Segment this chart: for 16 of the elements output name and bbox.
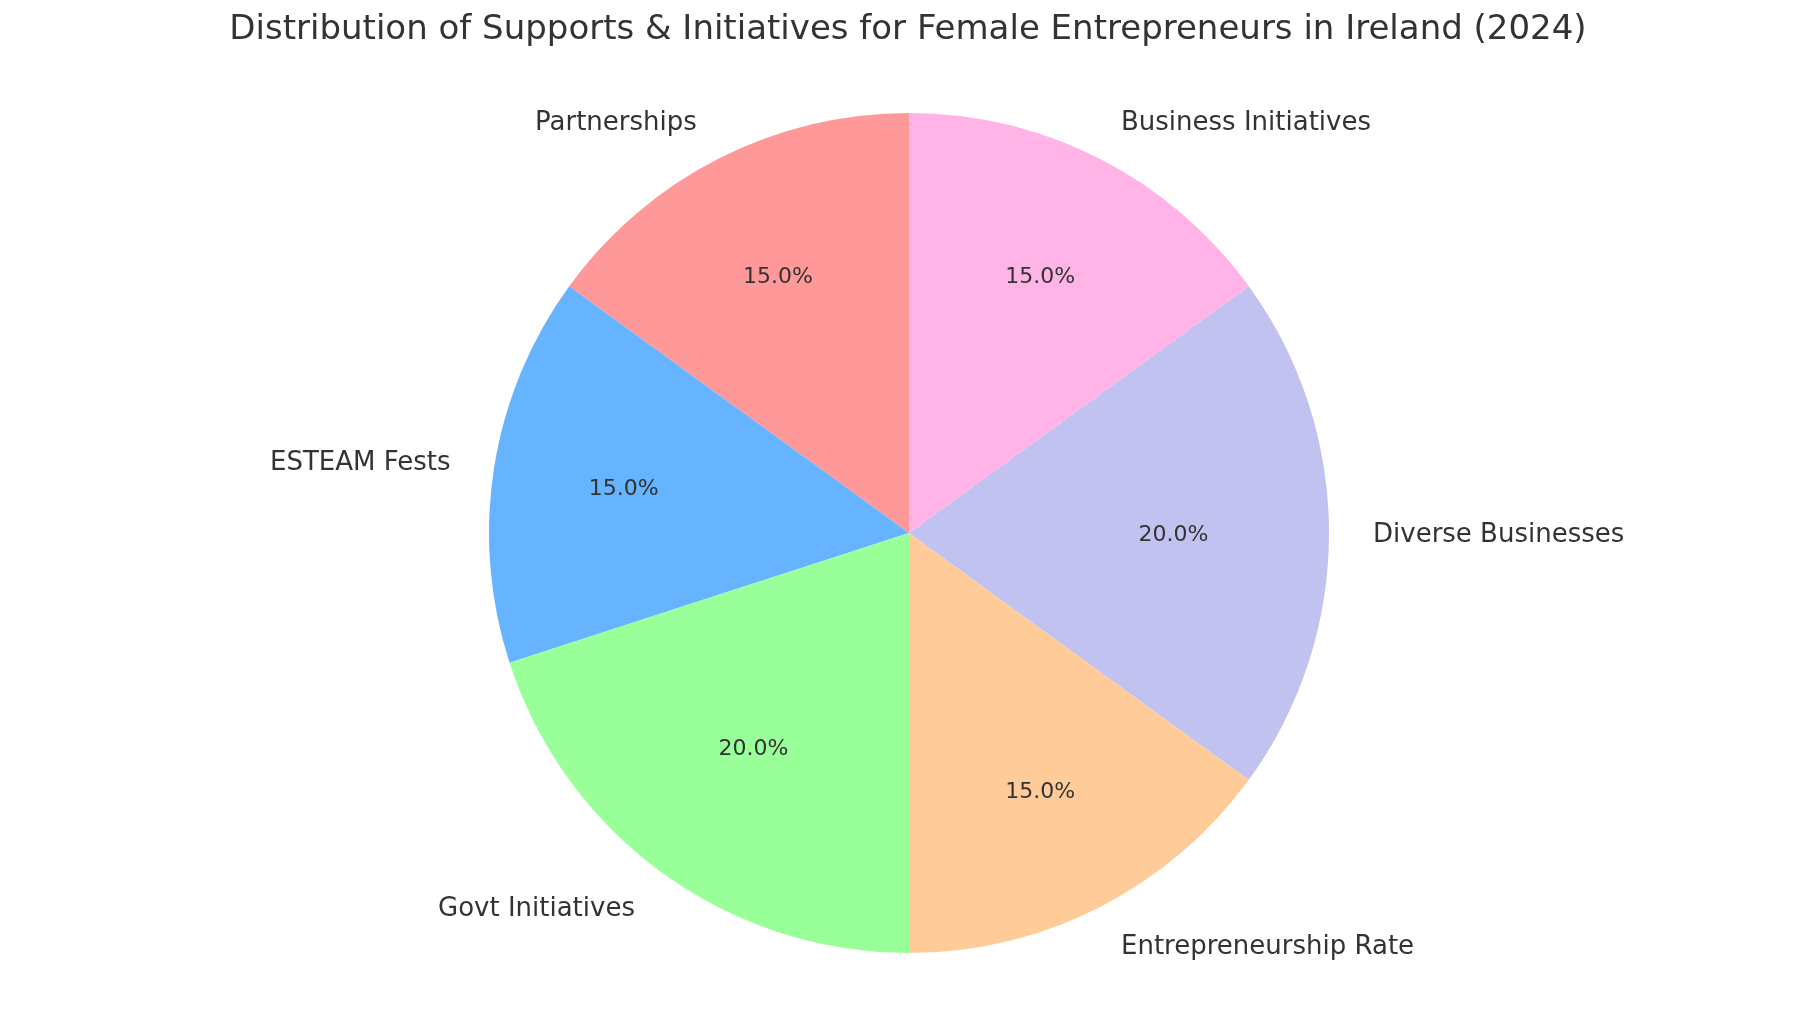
data-label: 15.0% bbox=[1005, 777, 1076, 803]
slice-label: Business Initiatives bbox=[1121, 106, 1371, 136]
chart-title: Distribution of Supports & Initiatives for Female Entrepreneurs in Ireland (2024) bbox=[229, 7, 1587, 48]
data-label: 15.0% bbox=[1005, 263, 1076, 289]
pie-slice bbox=[909, 286, 1329, 780]
slice-label: Govt Initiatives bbox=[438, 892, 635, 922]
pie-slice bbox=[489, 286, 909, 663]
slice-label: ESTEAM Fests bbox=[270, 446, 451, 476]
data-label: 15.0% bbox=[588, 475, 659, 501]
slice-label: Entrepreneurship Rate bbox=[1121, 930, 1415, 960]
data-label: 20.0% bbox=[718, 734, 789, 760]
slice-label: Diverse Businesses bbox=[1373, 518, 1625, 548]
data-label: 20.0% bbox=[1138, 520, 1209, 546]
slice-label: Partnerships bbox=[535, 106, 697, 136]
data-label: 15.0% bbox=[742, 263, 813, 289]
pie-slice bbox=[509, 533, 909, 953]
